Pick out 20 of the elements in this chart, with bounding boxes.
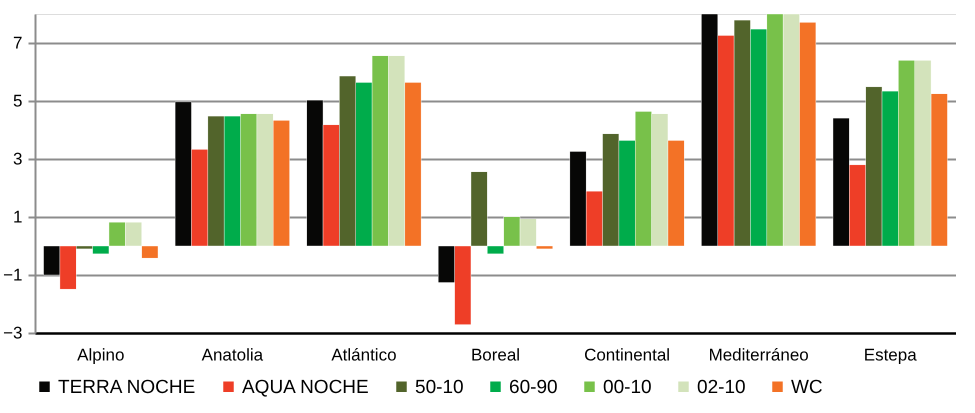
x-tick-label: Atlántico [331,346,397,364]
legend-label: 50-10 [415,376,464,398]
x-tick-label: Alpino [77,346,124,364]
legend-label: WC [791,376,823,398]
x-tick-label: Anatolia [202,346,264,364]
legend-label: TERRA NOCHE [58,376,196,398]
x-tick-label: Continental [584,346,670,364]
y-tick-label: 1 [13,208,22,226]
y-tick-label: −1 [3,266,22,284]
y-tick-label: −3 [3,324,22,342]
x-tick-label: Boreal [470,346,520,364]
y-tick-label: 5 [13,92,22,110]
legend-label: 60-90 [509,376,558,398]
y-tick-label: 3 [13,150,22,168]
y-tick-label: 7 [13,34,22,52]
legend-label: AQUA NOCHE [242,376,369,398]
x-tick-label: Mediterráneo [708,346,809,364]
legend-label: 02-10 [697,376,746,398]
legend-label: 00-10 [603,376,652,398]
x-tick-label: Estepa [864,346,918,364]
